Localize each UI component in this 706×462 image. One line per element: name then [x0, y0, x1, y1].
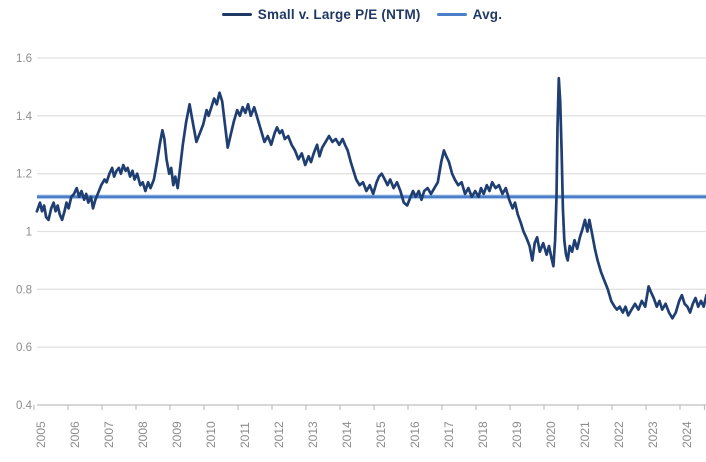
y-tick-label: 1.2 [16, 169, 32, 181]
x-tick-label: 2019 [510, 421, 524, 448]
y-tick-label: 1.6 [16, 53, 32, 65]
x-tick-label: 2016 [408, 421, 422, 448]
x-tick-label: 2011 [238, 422, 252, 448]
chart-legend: Small v. Large P/E (NTM) Avg. [0, 7, 706, 22]
legend-item-series: Small v. Large P/E (NTM) [221, 7, 421, 22]
x-tick-label: 2022 [612, 421, 626, 448]
y-tick-label: 0.4 [16, 400, 33, 412]
x-tick-label: 2017 [442, 421, 456, 448]
legend-item-avg: Avg. [436, 7, 503, 22]
y-tick-label: 1.4 [16, 111, 33, 123]
x-tick-label: 2006 [68, 421, 82, 448]
x-tick-label: 2024 [680, 421, 694, 448]
x-tick-label: 2012 [272, 421, 286, 448]
x-tick-label: 2009 [170, 421, 184, 448]
x-tick-label: 2010 [204, 421, 218, 448]
series-line-small-v-large-pe [35, 76, 706, 320]
legend-label-avg: Avg. [472, 7, 503, 22]
legend-label-series: Small v. Large P/E (NTM) [257, 7, 421, 22]
x-tick-label: 2015 [374, 421, 388, 448]
x-tick-label: 2007 [102, 421, 116, 448]
y-tick-label: 0.6 [16, 342, 32, 354]
avg-line-icon [436, 12, 467, 17]
x-tick-label: 2018 [476, 421, 490, 448]
x-tick-label: 2023 [646, 421, 660, 448]
x-tick-label: 2008 [136, 421, 150, 448]
series-line-icon [221, 12, 252, 17]
x-tick-label: 2014 [340, 421, 354, 448]
x-tick-label: 2020 [544, 421, 558, 448]
x-tick-label: 2005 [34, 421, 48, 448]
y-tick-label: 0.8 [16, 284, 32, 296]
x-tick-label: 2021 [578, 421, 592, 448]
y-tick-label: 1 [26, 227, 32, 239]
x-tick-label: 2013 [306, 421, 320, 448]
